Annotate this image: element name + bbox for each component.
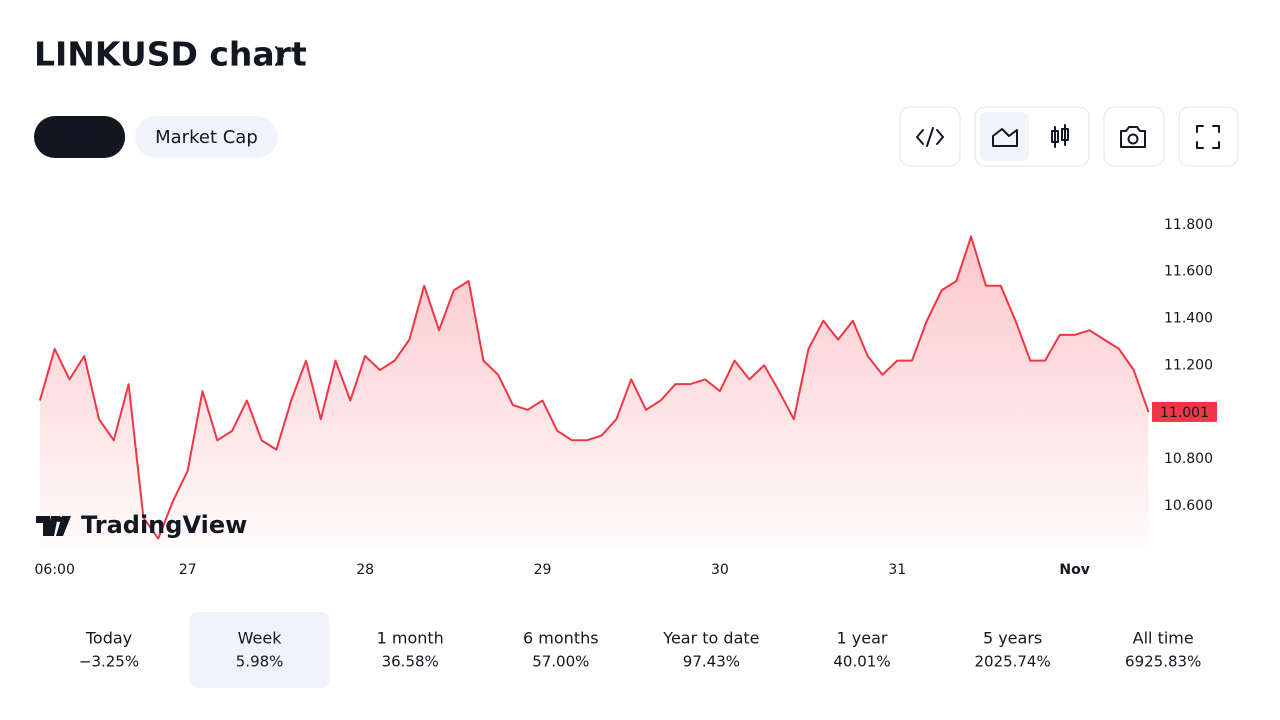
candle-style-button[interactable] — [1040, 112, 1084, 161]
x-tick-label: 31 — [888, 562, 906, 578]
price-area — [39, 236, 1149, 548]
period-label[interactable]: 1 year — [837, 629, 888, 648]
period[interactable]: 6 months 57.00% — [523, 629, 599, 671]
period-change[interactable]: 97.43% — [683, 653, 740, 671]
period-label[interactable]: 1 month — [377, 629, 444, 648]
period-change[interactable]: 36.58% — [382, 653, 439, 671]
period-label[interactable]: 6 months — [523, 629, 599, 648]
period-label[interactable]: Today — [85, 629, 132, 648]
candle-body — [1061, 128, 1069, 141]
period-label[interactable]: Year to date — [662, 629, 759, 648]
tab-label[interactable]: Price — [54, 127, 105, 148]
x-tick-label: Nov — [1059, 562, 1089, 578]
tabs: Price Market Cap — [34, 116, 278, 158]
period-label[interactable]: Week — [238, 629, 283, 648]
tab-label[interactable]: Market Cap — [155, 127, 258, 148]
watermark: TradingView — [36, 511, 247, 539]
period-label[interactable]: All time — [1133, 629, 1194, 648]
y-tick-label: 11.800 — [1164, 217, 1213, 233]
period-change[interactable]: 2025.74% — [974, 653, 1050, 671]
price-label-box — [1152, 401, 1217, 422]
period-label[interactable]: 5 years — [983, 629, 1042, 648]
y-tick-label: 11.400 — [1164, 310, 1213, 326]
watermark-logo — [36, 516, 71, 536]
period[interactable]: 1 year 40.01% — [833, 629, 890, 671]
y-tick-label: 10.800 — [1164, 451, 1213, 467]
chart: 11.800 11.600 11.400 11.200 10.800 10.600 06:0… — [35, 217, 1217, 578]
camera-lens — [1127, 133, 1139, 145]
title-chevron[interactable] — [275, 46, 284, 66]
y-tick-label: 11.200 — [1164, 357, 1213, 373]
y-tick-label: 11.600 — [1164, 264, 1213, 280]
camera-icon — [1120, 126, 1146, 148]
period[interactable]: 5 years 2025.74% — [974, 629, 1050, 671]
period-active-bg[interactable] — [189, 612, 330, 688]
period-change[interactable]: −3.25% — [79, 653, 139, 671]
period[interactable]: Week 5.98% — [189, 612, 330, 688]
watermark-text: TradingView — [81, 511, 247, 539]
watermark-logo-dot — [56, 516, 62, 522]
price-line — [38, 235, 1150, 540]
period[interactable]: Year to date 97.43% — [662, 629, 759, 671]
x-tick-label: 28 — [356, 562, 374, 578]
candle-body — [1051, 130, 1059, 143]
price-label: 11.001 — [1160, 405, 1209, 421]
fullscreen-icon — [1196, 125, 1220, 149]
x-tick-label: 30 — [711, 562, 729, 578]
period-change[interactable]: 40.01% — [833, 653, 890, 671]
tab[interactable]: Market Cap — [135, 116, 278, 158]
period-change[interactable]: 5.98% — [236, 653, 284, 671]
embed-icon — [916, 127, 944, 147]
period-change[interactable]: 6925.83% — [1125, 653, 1201, 671]
y-tick-label: 10.600 — [1164, 498, 1213, 514]
x-tick-label: 27 — [179, 562, 197, 578]
tab[interactable]: Price — [34, 116, 126, 158]
period[interactable]: Today −3.25% — [79, 629, 139, 671]
area-icon — [992, 128, 1018, 147]
period[interactable]: 1 month 36.58% — [377, 629, 444, 671]
fullscreen-button[interactable] — [1178, 106, 1239, 167]
toolbar — [899, 106, 1239, 167]
tab-pill[interactable] — [34, 116, 126, 158]
snapshot-button[interactable] — [1103, 106, 1165, 167]
tab-pill[interactable] — [135, 116, 278, 158]
period[interactable]: All time 6925.83% — [1125, 629, 1201, 671]
period-change[interactable]: 57.00% — [532, 653, 589, 671]
x-tick-label: 29 — [534, 562, 552, 578]
x-tick-label: 06:00 — [35, 562, 75, 578]
page-title[interactable]: LINKUSD chart — [34, 35, 307, 74]
line-style-button[interactable] — [980, 112, 1029, 161]
periods: Today −3.25% Week 5.98% 1 month 36.58% 6 month… — [79, 612, 1201, 688]
